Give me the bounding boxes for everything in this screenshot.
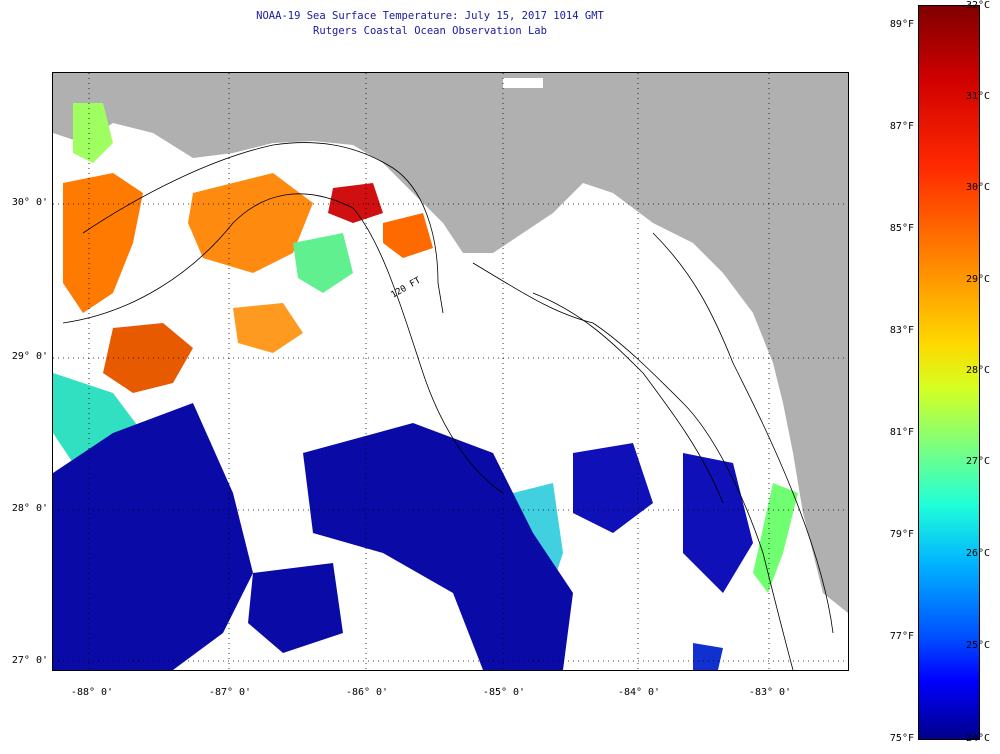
colorbar-c-31: 31°C bbox=[966, 91, 991, 102]
land-mass bbox=[53, 73, 848, 613]
sst-map[interactable]: 120 FT bbox=[52, 72, 849, 671]
colorbar-f-83: 83°F bbox=[889, 325, 914, 336]
colorbar-c-27: 27°C bbox=[966, 456, 991, 467]
land-white-spot bbox=[503, 78, 543, 88]
colorbar-f-75: 75°F bbox=[889, 733, 914, 744]
colorbar-c-26: 26°C bbox=[966, 548, 991, 559]
lon-label-88: -88° 0' bbox=[70, 687, 114, 698]
lon-label-87: -87° 0' bbox=[208, 687, 252, 698]
map-title: NOAA-19 Sea Surface Temperature: July 15… bbox=[256, 10, 604, 22]
colorbar-c-25: 25°C bbox=[966, 640, 991, 651]
sst-map-canvas: 120 FT bbox=[53, 73, 848, 670]
colorbar-f-89: 89°F bbox=[889, 19, 914, 30]
contour-label: 120 FT bbox=[390, 275, 424, 300]
colorbar-f-79: 79°F bbox=[889, 529, 914, 540]
bathymetry-contours bbox=[62, 142, 834, 670]
colorbar-c-30: 30°C bbox=[966, 182, 991, 193]
map-subtitle: Rutgers Coastal Ocean Observation Lab bbox=[313, 25, 547, 37]
temperature-colorbar bbox=[918, 5, 980, 740]
colorbar-c-29: 29°C bbox=[966, 274, 991, 285]
colorbar-f-85: 85°F bbox=[889, 223, 914, 234]
colorbar-c-24: 24°C bbox=[966, 733, 991, 744]
lat-label-28: 28° 0' bbox=[11, 503, 48, 514]
lat-label-29: 29° 0' bbox=[11, 351, 48, 362]
lon-label-85: -85° 0' bbox=[482, 687, 526, 698]
colorbar-f-87: 87°F bbox=[889, 121, 914, 132]
lon-label-83: -83° 0' bbox=[748, 687, 792, 698]
colorbar-c-32: 32°C bbox=[966, 0, 991, 11]
colorbar-f-77: 77°F bbox=[889, 631, 914, 642]
warm-sst-patches bbox=[63, 173, 433, 393]
lat-label-30: 30° 0' bbox=[11, 197, 48, 208]
colorbar-f-81: 81°F bbox=[889, 427, 914, 438]
cool-sst-patches bbox=[53, 403, 753, 670]
colorbar-c-28: 28°C bbox=[966, 365, 991, 376]
lon-label-84: -84° 0' bbox=[617, 687, 661, 698]
lon-label-86: -86° 0' bbox=[345, 687, 389, 698]
lat-label-27: 27° 0' bbox=[11, 655, 48, 666]
